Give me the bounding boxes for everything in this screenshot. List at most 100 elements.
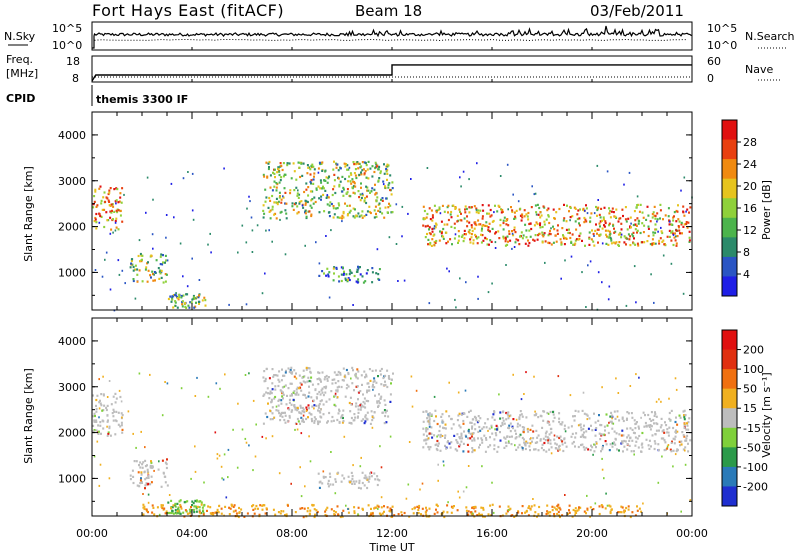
heatmap-cell xyxy=(106,396,109,398)
heatmap-cell xyxy=(355,480,358,483)
heatmap-cell xyxy=(240,508,243,511)
heatmap-cell xyxy=(117,423,120,426)
heatmap-cell xyxy=(487,228,490,231)
heatmap-cell xyxy=(623,511,626,514)
heatmap-cell xyxy=(348,421,351,424)
heatmap-cell xyxy=(598,234,601,237)
heatmap-cell xyxy=(642,502,644,505)
heatmap-cell xyxy=(349,396,352,399)
heatmap-cell xyxy=(550,452,553,455)
heatmap-cell xyxy=(262,376,265,379)
heatmap-cell xyxy=(514,241,517,244)
heatmap-cell xyxy=(353,511,356,515)
heatmap-cell xyxy=(625,304,628,307)
heatmap-cell xyxy=(582,207,585,210)
heatmap-cell xyxy=(446,511,449,514)
heatmap-cell xyxy=(136,273,139,276)
heatmap-cell xyxy=(630,450,633,453)
heatmap-cell xyxy=(658,242,661,245)
heatmap-cell xyxy=(559,515,561,519)
heatmap-cell xyxy=(417,508,420,512)
heatmap-cell xyxy=(660,437,663,440)
heatmap-cell xyxy=(265,196,268,199)
heatmap-cell xyxy=(301,418,304,421)
heatmap-cell xyxy=(347,168,350,171)
heatmap-cell xyxy=(349,195,352,198)
heatmap-cell xyxy=(314,418,317,421)
heatmap-cell xyxy=(144,484,147,487)
heatmap-cell xyxy=(363,370,366,373)
heatmap-cell xyxy=(565,220,568,223)
heatmap-cell xyxy=(357,162,360,165)
heatmap-cell xyxy=(176,306,179,309)
heatmap-cell xyxy=(373,472,376,475)
heatmap-region xyxy=(129,458,169,490)
heatmap-cell xyxy=(311,420,313,423)
heatmap-cell xyxy=(376,483,379,487)
heatmap-cell xyxy=(631,233,634,236)
heatmap-cell xyxy=(365,176,368,179)
heatmap-cell xyxy=(641,211,644,214)
heatmap-cell xyxy=(141,280,144,283)
heatmap-cell xyxy=(619,217,622,220)
heatmap-cell xyxy=(375,200,378,203)
heatmap-cell xyxy=(502,219,505,222)
heatmap-cell xyxy=(131,263,134,266)
heatmap-cell xyxy=(687,421,690,424)
heatmap-cell xyxy=(380,506,383,509)
heatmap-cell xyxy=(425,506,427,509)
heatmap-cell xyxy=(361,216,364,219)
heatmap-cell xyxy=(647,444,650,447)
heatmap-cell xyxy=(557,449,560,452)
heatmap-cell xyxy=(328,271,331,274)
heatmap-cell xyxy=(636,204,639,207)
heatmap-cell xyxy=(634,223,637,226)
heatmap-cell xyxy=(161,414,164,417)
heatmap-cell xyxy=(450,225,453,228)
heatmap-cell xyxy=(470,226,473,229)
heatmap-cell xyxy=(438,429,441,433)
heatmap-cell xyxy=(429,446,432,449)
heatmap-cell xyxy=(535,213,538,216)
heatmap-cell xyxy=(304,381,307,384)
heatmap-cell xyxy=(653,205,656,208)
heatmap-cell xyxy=(363,161,366,164)
heatmap-cell xyxy=(611,422,614,425)
heatmap-cell xyxy=(518,416,521,419)
heatmap-cell xyxy=(653,422,655,425)
heatmap-cell xyxy=(530,206,533,209)
heatmap-cell xyxy=(152,506,155,509)
heatmap-cell xyxy=(578,222,580,225)
heatmap-cell xyxy=(165,259,168,262)
heatmap-cell xyxy=(436,511,439,514)
heatmap-cell xyxy=(473,437,476,440)
heatmap-cell xyxy=(618,511,621,514)
heatmap-cell xyxy=(689,499,692,502)
heatmap-cell xyxy=(289,382,292,385)
heatmap-cell xyxy=(390,211,393,214)
heatmap-cell xyxy=(95,429,98,432)
heatmap-cell xyxy=(341,220,343,223)
heatmap-cell xyxy=(344,165,347,168)
heatmap-cell xyxy=(504,244,507,247)
heatmap-cell xyxy=(102,420,105,423)
heatmap-cell xyxy=(568,509,570,512)
heatmap-cell xyxy=(523,441,526,444)
heatmap-cell xyxy=(262,216,265,219)
heatmap-cell xyxy=(542,437,545,440)
heatmap-cell xyxy=(146,464,148,467)
heatmap-cell xyxy=(348,166,351,169)
heatmap-cell xyxy=(371,281,374,284)
heatmap-cell xyxy=(266,176,269,179)
heatmap-cell xyxy=(342,212,345,215)
heatmap-cell xyxy=(452,423,455,426)
heatmap-cell xyxy=(529,449,531,452)
heatmap-cell xyxy=(92,206,95,209)
heatmap-cell xyxy=(171,506,174,509)
heatmap-cell xyxy=(317,472,320,475)
heatmap-cell xyxy=(508,415,511,418)
heatmap-cell xyxy=(263,370,266,373)
heatmap-cell xyxy=(614,437,617,440)
heatmap-cell xyxy=(332,188,335,191)
heatmap-cell xyxy=(371,369,374,372)
